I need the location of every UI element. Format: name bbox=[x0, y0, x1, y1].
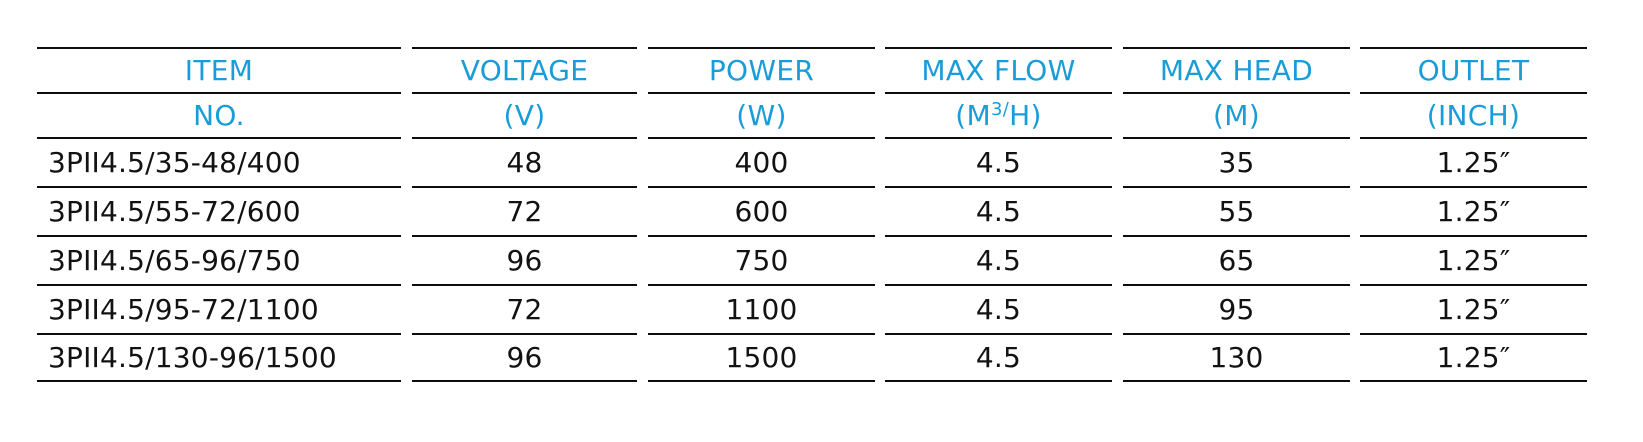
cell-voltage-row3: 96 bbox=[412, 235, 637, 284]
spec-table: ITEM NO. 3PII4.5/35-48/400 3PII4.5/55-72… bbox=[37, 47, 1587, 382]
header-voltage-line2: (V) bbox=[412, 92, 637, 137]
power-value: 600 bbox=[734, 195, 789, 228]
header-max-head-line1-label: MAX HEAD bbox=[1159, 54, 1314, 87]
column-max-flow: MAX FLOW (M3/H) 4.5 4.5 4.5 4.5 4.5 bbox=[885, 47, 1112, 382]
cell-voltage-row5: 96 bbox=[412, 333, 637, 382]
header-max-head-line1: MAX HEAD bbox=[1123, 47, 1350, 92]
power-value: 1500 bbox=[725, 341, 798, 374]
item-no-value: 3PII4.5/35-48/400 bbox=[48, 146, 301, 179]
column-power: POWER (W) 400 600 750 1100 1500 bbox=[648, 47, 875, 382]
cell-outlet-row1: 1.25″ bbox=[1360, 137, 1587, 186]
header-power-line1: POWER bbox=[648, 47, 875, 92]
outlet-value: 1.25″ bbox=[1436, 341, 1511, 374]
cell-voltage-row2: 72 bbox=[412, 186, 637, 235]
column-item-no: ITEM NO. 3PII4.5/35-48/400 3PII4.5/55-72… bbox=[37, 47, 401, 382]
header-item-line2-label: NO. bbox=[193, 99, 245, 132]
max-flow-value: 4.5 bbox=[975, 244, 1022, 277]
column-voltage: VOLTAGE (V) 48 72 96 72 96 bbox=[412, 47, 637, 382]
cell-item-no-row3: 3PII4.5/65-96/750 bbox=[37, 235, 401, 284]
item-no-value: 3PII4.5/55-72/600 bbox=[48, 195, 301, 228]
power-value: 750 bbox=[734, 244, 789, 277]
header-voltage-line1: VOLTAGE bbox=[412, 47, 637, 92]
cell-max-head-row3: 65 bbox=[1123, 235, 1350, 284]
cell-max-flow-row4: 4.5 bbox=[885, 284, 1112, 333]
voltage-value: 96 bbox=[506, 341, 543, 374]
header-item-line1: ITEM bbox=[37, 47, 401, 92]
voltage-value: 48 bbox=[506, 146, 543, 179]
cell-max-head-row1: 35 bbox=[1123, 137, 1350, 186]
cell-max-head-row5: 130 bbox=[1123, 333, 1350, 382]
header-power-line2-label: (W) bbox=[736, 99, 787, 132]
cell-voltage-row1: 48 bbox=[412, 137, 637, 186]
header-outlet-line1: OUTLET bbox=[1360, 47, 1587, 92]
cell-outlet-row5: 1.25″ bbox=[1360, 333, 1587, 382]
header-max-flow-line1: MAX FLOW bbox=[885, 47, 1112, 92]
header-max-flow-unit: (M3/H) bbox=[955, 99, 1041, 132]
max-flow-unit-prefix: (M bbox=[955, 99, 991, 132]
cell-max-head-row2: 55 bbox=[1123, 186, 1350, 235]
max-head-value: 55 bbox=[1218, 195, 1255, 228]
voltage-value: 72 bbox=[506, 195, 543, 228]
header-outlet-line2-label: (INCH) bbox=[1426, 99, 1521, 132]
max-flow-value: 4.5 bbox=[975, 341, 1022, 374]
outlet-value: 1.25″ bbox=[1436, 146, 1511, 179]
cell-power-row1: 400 bbox=[648, 137, 875, 186]
cell-power-row4: 1100 bbox=[648, 284, 875, 333]
cell-item-no-row4: 3PII4.5/95-72/1100 bbox=[37, 284, 401, 333]
power-value: 1100 bbox=[725, 293, 798, 326]
item-no-value: 3PII4.5/95-72/1100 bbox=[48, 293, 319, 326]
cell-outlet-row4: 1.25″ bbox=[1360, 284, 1587, 333]
max-flow-unit-suffix: H) bbox=[1009, 99, 1042, 132]
cell-power-row3: 750 bbox=[648, 235, 875, 284]
power-value: 400 bbox=[734, 146, 789, 179]
header-power-line1-label: POWER bbox=[708, 54, 815, 87]
header-max-flow-line1-label: MAX FLOW bbox=[921, 54, 1076, 87]
column-outlet: OUTLET (INCH) 1.25″ 1.25″ 1.25″ 1.25″ 1.… bbox=[1360, 47, 1587, 382]
header-voltage-line1-label: VOLTAGE bbox=[460, 54, 589, 87]
max-head-value: 35 bbox=[1218, 146, 1255, 179]
header-max-head-line2-label: (M) bbox=[1213, 99, 1260, 132]
max-flow-value: 4.5 bbox=[975, 195, 1022, 228]
cell-outlet-row3: 1.25″ bbox=[1360, 235, 1587, 284]
outlet-value: 1.25″ bbox=[1436, 293, 1511, 326]
max-head-value: 65 bbox=[1218, 244, 1255, 277]
voltage-value: 96 bbox=[506, 244, 543, 277]
cell-max-flow-row3: 4.5 bbox=[885, 235, 1112, 284]
cell-voltage-row4: 72 bbox=[412, 284, 637, 333]
outlet-value: 1.25″ bbox=[1436, 195, 1511, 228]
cell-item-no-row5: 3PII4.5/130-96/1500 bbox=[37, 333, 401, 382]
cell-outlet-row2: 1.25″ bbox=[1360, 186, 1587, 235]
max-flow-value: 4.5 bbox=[975, 146, 1022, 179]
cell-power-row2: 600 bbox=[648, 186, 875, 235]
max-flow-unit-superscript: 3/ bbox=[990, 99, 1010, 120]
outlet-value: 1.25″ bbox=[1436, 244, 1511, 277]
cell-item-no-row1: 3PII4.5/35-48/400 bbox=[37, 137, 401, 186]
voltage-value: 72 bbox=[506, 293, 543, 326]
header-voltage-line2-label: (V) bbox=[503, 99, 546, 132]
header-item-line1-label: ITEM bbox=[184, 54, 254, 87]
cell-power-row5: 1500 bbox=[648, 333, 875, 382]
max-flow-value: 4.5 bbox=[975, 293, 1022, 326]
column-max-head: MAX HEAD (M) 35 55 65 95 130 bbox=[1123, 47, 1350, 382]
max-head-value: 95 bbox=[1218, 293, 1255, 326]
cell-item-no-row2: 3PII4.5/55-72/600 bbox=[37, 186, 401, 235]
cell-max-head-row4: 95 bbox=[1123, 284, 1350, 333]
cell-max-flow-row2: 4.5 bbox=[885, 186, 1112, 235]
header-max-head-line2: (M) bbox=[1123, 92, 1350, 137]
item-no-value: 3PII4.5/65-96/750 bbox=[48, 244, 301, 277]
max-head-value: 130 bbox=[1209, 341, 1264, 374]
item-no-value: 3PII4.5/130-96/1500 bbox=[48, 341, 337, 374]
header-max-flow-line2: (M3/H) bbox=[885, 92, 1112, 137]
header-outlet-line2: (INCH) bbox=[1360, 92, 1587, 137]
header-item-line2: NO. bbox=[37, 92, 401, 137]
cell-max-flow-row5: 4.5 bbox=[885, 333, 1112, 382]
header-outlet-line1-label: OUTLET bbox=[1417, 54, 1530, 87]
cell-max-flow-row1: 4.5 bbox=[885, 137, 1112, 186]
header-power-line2: (W) bbox=[648, 92, 875, 137]
